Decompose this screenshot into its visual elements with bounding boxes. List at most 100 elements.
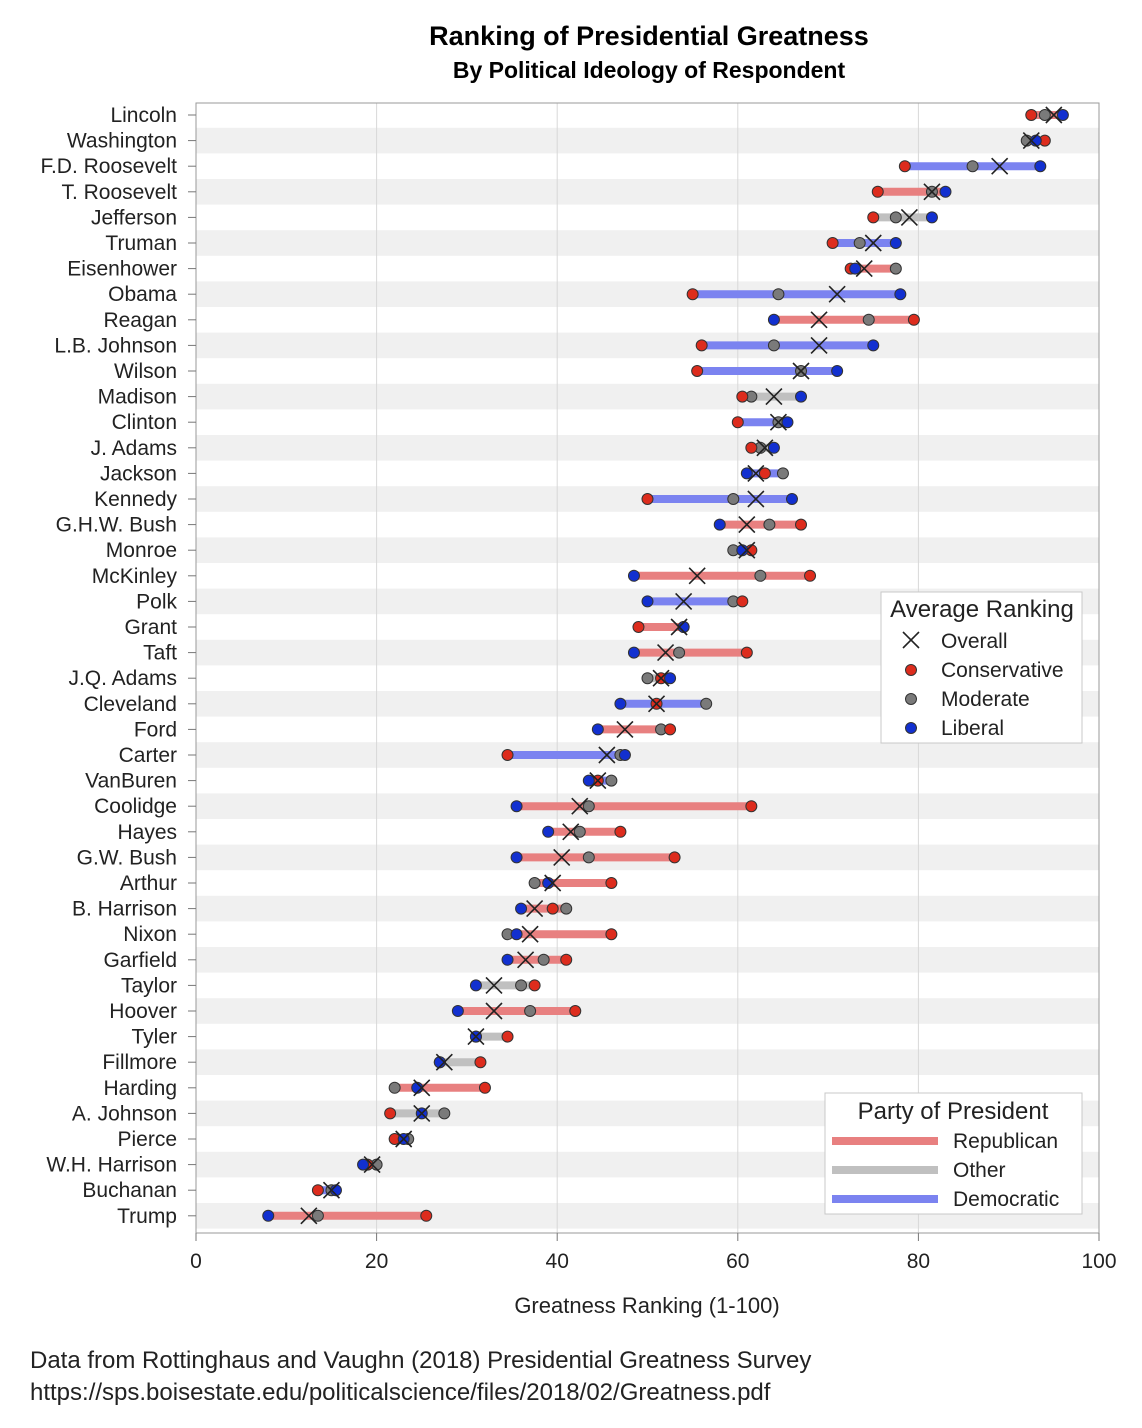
row-band <box>196 383 1099 410</box>
conservative-marker <box>420 1209 433 1222</box>
conservative-marker <box>560 953 573 966</box>
liberal-marker <box>451 1005 464 1017</box>
conservative-marker <box>745 441 758 454</box>
overall-marker <box>598 746 616 764</box>
president-row <box>467 1028 514 1046</box>
moderate-marker <box>767 339 780 352</box>
liberal-marker <box>867 339 880 352</box>
chart-subtitle: By Political Ideology of Respondent <box>453 57 846 83</box>
liberal-marker <box>713 518 726 531</box>
president-row <box>691 362 844 380</box>
conservative-marker <box>736 595 749 608</box>
overall-marker <box>413 1079 431 1097</box>
overall-marker <box>526 900 544 918</box>
president-row <box>510 848 681 866</box>
liberal-marker <box>849 262 862 275</box>
y-tick-label: G.H.W. Bush <box>56 514 177 537</box>
y-tick-label: Nixon <box>123 923 177 946</box>
row-band <box>196 742 1099 768</box>
liberal-marker <box>262 1209 275 1222</box>
liberal-marker <box>925 211 938 224</box>
moderate-marker <box>776 467 789 480</box>
legend-republican-label: Republican <box>953 1130 1058 1153</box>
y-tick-label: Polk <box>136 590 177 613</box>
overall-marker <box>656 644 675 662</box>
president-row <box>451 1002 582 1020</box>
moderate-marker <box>772 288 785 301</box>
legend-liberal-label: Liberal <box>941 717 1004 740</box>
row-band <box>196 947 1099 973</box>
conservative-marker <box>668 851 681 864</box>
row-band <box>196 332 1099 359</box>
president-row <box>433 1053 487 1071</box>
liberal-marker <box>618 749 631 761</box>
president-row <box>357 1156 383 1174</box>
y-tick-label: Wilson <box>114 360 177 383</box>
y-tick-label: J. Adams <box>91 437 177 460</box>
overall-marker <box>485 1002 503 1020</box>
overall-marker <box>363 1156 381 1174</box>
overall-marker <box>589 772 607 790</box>
overall-marker <box>670 618 688 636</box>
president-row <box>627 644 753 662</box>
overall-marker <box>485 976 503 994</box>
liberal-marker <box>641 595 654 608</box>
conservative-marker <box>664 723 677 736</box>
conservative-marker <box>605 928 618 941</box>
conservative-marker <box>795 518 808 531</box>
president-row <box>582 772 618 790</box>
y-tick-label: Garfield <box>103 949 177 972</box>
conservative-marker <box>731 416 744 429</box>
x-tick-label: 60 <box>726 1250 749 1273</box>
president-row <box>388 1079 491 1097</box>
y-tick-label: Carter <box>119 744 177 767</box>
moderate-marker <box>889 211 902 224</box>
president-row <box>1025 106 1069 124</box>
president-row <box>311 1181 342 1199</box>
overall-marker <box>616 720 634 738</box>
president-row <box>627 567 817 585</box>
president-row <box>1020 132 1051 150</box>
conservative-marker <box>641 493 654 505</box>
row-band <box>196 537 1099 563</box>
overall-marker <box>322 1181 341 1199</box>
overall-marker <box>544 874 562 892</box>
liberal-marker <box>510 800 523 813</box>
conservative-marker <box>871 185 884 198</box>
president-row <box>591 720 677 738</box>
moderate-marker <box>1038 109 1051 121</box>
liberal-marker <box>582 774 595 787</box>
overall-marker <box>467 1028 485 1046</box>
legend-overall-label: Overall <box>941 630 1008 653</box>
moderate-marker <box>311 1209 324 1222</box>
overall-marker <box>553 848 571 866</box>
president-row <box>614 695 713 713</box>
x-tick-label: 40 <box>546 1250 569 1273</box>
moderate-marker <box>438 1107 451 1120</box>
moderate-marker <box>515 979 528 992</box>
president-row <box>469 976 541 994</box>
overall-marker <box>828 285 846 303</box>
conservative-marker <box>311 1184 324 1197</box>
overall-marker <box>855 260 873 278</box>
overall-marker <box>435 1053 453 1071</box>
president-row <box>501 925 618 943</box>
liberal-marker <box>939 185 952 198</box>
y-tick-label: L.B. Johnson <box>54 334 177 357</box>
liberal-marker <box>614 697 627 710</box>
overall-marker <box>413 1104 431 1122</box>
moderate-marker <box>700 697 713 710</box>
y-tick-label: Ford <box>134 718 177 741</box>
y-tick-label: Clinton <box>112 411 177 434</box>
y-tick-label: Monroe <box>106 539 177 562</box>
conservative-marker <box>740 646 753 659</box>
y-tick-label: A. Johnson <box>72 1102 177 1125</box>
conservative-marker <box>804 569 817 582</box>
overall-marker <box>738 541 756 559</box>
overall-marker <box>395 1130 413 1148</box>
row-band <box>196 127 1099 154</box>
liberal-marker <box>501 953 514 966</box>
president-row <box>384 1104 451 1122</box>
conservative-marker <box>614 825 627 838</box>
moderate-marker <box>524 1005 537 1017</box>
